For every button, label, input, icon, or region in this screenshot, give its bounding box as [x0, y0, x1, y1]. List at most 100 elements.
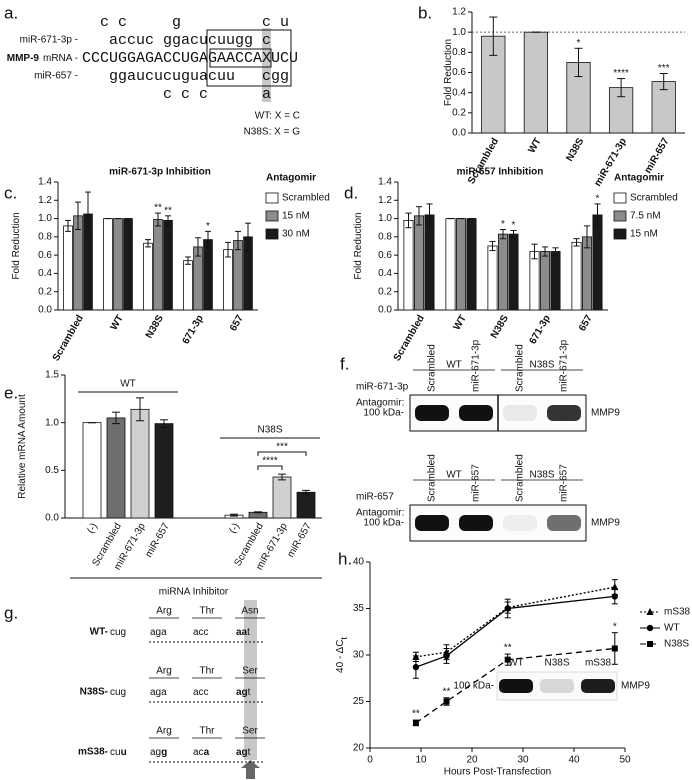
sequence-prefix: cug: [110, 627, 126, 638]
nucleotides: aa: [236, 627, 248, 638]
y-axis-label-text: Fold Reduction: [353, 212, 364, 279]
lane-label: Scrambled: [427, 344, 438, 392]
lane-label: miR-671-3p: [559, 339, 570, 392]
group-label: N38S: [257, 425, 282, 436]
y-tick-label: 0.4: [452, 87, 466, 98]
bar: [523, 31, 549, 134]
y-axis-label: Relative mRNA Amount: [17, 394, 28, 499]
y-tick-label: 0.4: [38, 268, 52, 279]
amino-acid: Thr: [200, 606, 216, 617]
chart-title: miR-657 Inhibition: [457, 167, 544, 178]
seed-box: [209, 48, 272, 68]
bar: [529, 251, 540, 311]
nucleotides: t: [248, 747, 251, 758]
y-tick-label: 40: [353, 557, 365, 568]
comparison-bracket: [257, 451, 307, 456]
nucleotides: cug: [110, 687, 126, 698]
bar: [455, 218, 467, 311]
point: [443, 698, 450, 705]
y-tick-label: 0.4: [378, 268, 392, 279]
x-tick-label: 0: [367, 755, 373, 766]
sequence-row: CCCUGGAGACCUGAGAACCAXUCU: [82, 50, 298, 67]
panel-label: h.: [338, 549, 352, 568]
blot-band: [415, 405, 449, 421]
bar: [571, 241, 582, 311]
error-bar: [235, 230, 241, 251]
y-tick-label: 0.8: [38, 231, 52, 242]
mrna-suffix: mRNA -: [43, 53, 78, 64]
chart-title: miR-671-3p Inhibition: [109, 167, 211, 178]
inset-marker: 100 kDa-: [453, 681, 494, 692]
codon: agg: [150, 747, 167, 758]
panel-label: d.: [344, 183, 358, 202]
error-bar: [659, 73, 668, 91]
sequence-prefix: cug: [110, 687, 126, 698]
x-tick-label: 40: [568, 755, 580, 766]
point: [611, 645, 618, 652]
error-bar: [302, 489, 310, 495]
point: [443, 652, 450, 660]
bar: [63, 225, 73, 311]
y-tick-label: 1.4: [38, 177, 52, 188]
group-label: N38S: [529, 360, 554, 371]
amino-acid: Ser: [242, 726, 258, 737]
bar: [183, 260, 193, 311]
error-bar: [75, 201, 81, 231]
nucleotides: ag: [150, 747, 161, 758]
inset-lane-label: mS38: [585, 658, 612, 669]
legend-label: 30 nM: [282, 229, 310, 240]
nucleotides: a: [204, 747, 210, 758]
y-tick-label: 1.4: [378, 177, 392, 188]
nucleotides: aga: [150, 687, 167, 698]
y-tick-label: 0.8: [452, 47, 466, 58]
error-bar: [65, 219, 71, 232]
comparison-bracket: [257, 465, 283, 470]
bar: [508, 233, 519, 311]
error-bar: [489, 240, 496, 252]
sequence-row: ggaucucuguacuu cgg: [82, 68, 289, 85]
bar: [413, 215, 425, 311]
error-bar: [541, 246, 549, 257]
error-bar: [185, 256, 191, 265]
nucleotides: t: [248, 687, 251, 698]
nucleotides: ag: [236, 687, 248, 698]
y-tick-label: 0.6: [452, 67, 466, 78]
bar: [539, 251, 551, 311]
nucleotides: acc: [193, 627, 209, 638]
x-tick-label: (-): [227, 521, 242, 535]
amino-acid: Arg: [156, 606, 172, 617]
comparison-label: ****: [262, 456, 278, 467]
nucleotides: t: [247, 627, 250, 638]
legend-label: 7.5 nM: [630, 211, 661, 222]
legend-title: Antagomir: [614, 173, 664, 184]
nucleotides: cu: [110, 747, 121, 758]
amino-acid: Ser: [242, 666, 258, 677]
lane-label: miR-657: [471, 464, 482, 502]
y-tick-label: 25: [353, 696, 365, 707]
bar: [153, 219, 163, 311]
y-tick-label: 0.2: [378, 286, 392, 297]
point: [412, 663, 420, 671]
x-tick-label: 20: [466, 755, 478, 766]
y-axis-label-text: Fold Reduction: [11, 212, 22, 279]
significance: *: [596, 194, 600, 205]
blot-band: [547, 405, 581, 421]
lane-label: Scrambled: [427, 454, 438, 502]
construct-name: N38S-: [80, 687, 108, 698]
error-bar: [531, 243, 538, 260]
nucleotides: ac: [193, 747, 204, 758]
bar: [223, 249, 233, 311]
error-bar: [489, 16, 498, 56]
point: [646, 608, 654, 615]
y-axis-label-text: Relative mRNA Amount: [17, 394, 28, 499]
x-axis-label: miRNA Inhibitor: [159, 587, 229, 598]
nucleotides: cug: [110, 627, 126, 638]
bar: [424, 214, 435, 311]
y-tick-label: 30: [353, 650, 365, 661]
significance: *: [577, 38, 581, 49]
x-tick-label: 30: [517, 755, 529, 766]
codon: aga: [150, 627, 167, 638]
blot-band: [459, 515, 493, 531]
lane-label: miR-671-3p: [471, 339, 482, 392]
